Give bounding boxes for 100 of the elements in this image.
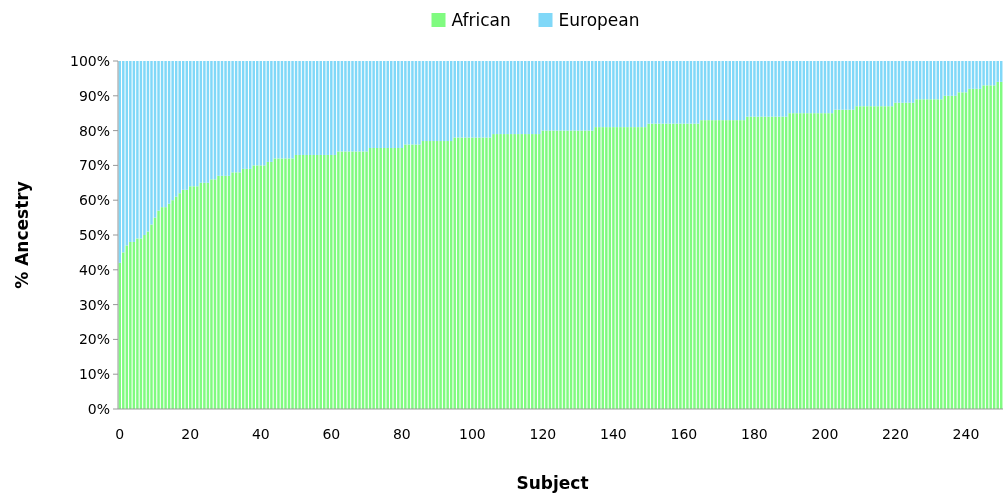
bar bbox=[256, 61, 259, 166]
bar bbox=[425, 61, 428, 142]
bar bbox=[894, 102, 897, 409]
bar bbox=[961, 92, 964, 409]
bar bbox=[464, 61, 467, 138]
bar bbox=[746, 61, 749, 117]
bar bbox=[404, 61, 407, 145]
bar bbox=[178, 193, 181, 409]
bar bbox=[263, 165, 266, 409]
bar bbox=[513, 61, 516, 135]
bar bbox=[203, 182, 206, 409]
bar bbox=[386, 148, 389, 409]
bar bbox=[277, 158, 280, 409]
bar bbox=[566, 130, 569, 409]
bar bbox=[492, 134, 495, 409]
bar bbox=[499, 134, 502, 409]
bar bbox=[464, 137, 467, 409]
bar bbox=[848, 61, 851, 110]
bar bbox=[291, 158, 294, 409]
bar bbox=[372, 148, 375, 409]
bar bbox=[598, 61, 601, 128]
bar bbox=[573, 61, 576, 131]
bar bbox=[693, 61, 696, 124]
bar bbox=[485, 61, 488, 138]
bar bbox=[887, 61, 890, 107]
bar bbox=[686, 123, 689, 409]
bar bbox=[358, 151, 361, 409]
bar bbox=[587, 130, 590, 409]
bar bbox=[672, 61, 675, 124]
bar bbox=[189, 186, 192, 409]
bar bbox=[760, 61, 763, 117]
bar bbox=[739, 61, 742, 121]
x-tick-label: 60 bbox=[322, 426, 341, 442]
bar bbox=[298, 154, 301, 409]
bar bbox=[171, 200, 174, 409]
bar bbox=[513, 134, 516, 409]
bar bbox=[411, 144, 414, 409]
bar bbox=[968, 61, 971, 89]
bar bbox=[654, 123, 657, 409]
bar bbox=[922, 99, 925, 409]
bar bbox=[901, 102, 904, 409]
bar bbox=[453, 61, 456, 138]
x-tick-label: 160 bbox=[670, 426, 698, 442]
bar bbox=[929, 61, 932, 100]
bar bbox=[834, 61, 837, 110]
bar bbox=[365, 151, 368, 409]
bar bbox=[901, 61, 904, 103]
bar bbox=[446, 61, 449, 142]
bar bbox=[566, 61, 569, 131]
bar bbox=[827, 61, 830, 114]
bar bbox=[552, 130, 555, 409]
bar bbox=[545, 130, 548, 409]
bar bbox=[411, 61, 414, 145]
bar bbox=[767, 61, 770, 117]
bar bbox=[471, 137, 474, 409]
bar bbox=[284, 158, 287, 409]
bar bbox=[136, 238, 139, 409]
bar bbox=[605, 127, 608, 409]
bar bbox=[358, 61, 361, 152]
bar bbox=[714, 120, 717, 409]
bar bbox=[245, 61, 248, 169]
bar bbox=[506, 61, 509, 135]
bar bbox=[217, 175, 220, 409]
bar bbox=[968, 88, 971, 409]
bar bbox=[721, 120, 724, 409]
bar bbox=[633, 61, 636, 128]
bar bbox=[665, 61, 668, 124]
bar bbox=[312, 154, 315, 409]
bar bbox=[379, 148, 382, 409]
bar bbox=[781, 61, 784, 117]
y-axis-title: % Ancestry bbox=[12, 181, 32, 289]
x-tick-label: 240 bbox=[952, 426, 980, 442]
bar bbox=[439, 61, 442, 142]
bar bbox=[862, 106, 865, 409]
y-tick-label: 20% bbox=[78, 331, 110, 348]
bar bbox=[647, 123, 650, 409]
x-tick-label: 0 bbox=[115, 426, 125, 442]
bar bbox=[277, 61, 280, 159]
bar bbox=[404, 144, 407, 409]
bar bbox=[446, 141, 449, 409]
bar bbox=[954, 95, 957, 409]
bar bbox=[506, 134, 509, 409]
bar bbox=[224, 175, 227, 409]
bar bbox=[471, 61, 474, 138]
bar bbox=[312, 61, 315, 155]
bar bbox=[855, 106, 858, 409]
bar bbox=[178, 61, 181, 194]
bar bbox=[915, 61, 918, 100]
bar bbox=[224, 61, 227, 176]
bar bbox=[908, 61, 911, 103]
bar bbox=[848, 109, 851, 409]
y-tick-label: 70% bbox=[78, 157, 110, 174]
bar bbox=[499, 61, 502, 135]
bar bbox=[351, 151, 354, 409]
bar bbox=[531, 134, 534, 409]
bar bbox=[531, 61, 534, 135]
bar bbox=[975, 88, 978, 409]
bar bbox=[862, 61, 865, 107]
bar bbox=[665, 123, 668, 409]
bar bbox=[344, 61, 347, 152]
